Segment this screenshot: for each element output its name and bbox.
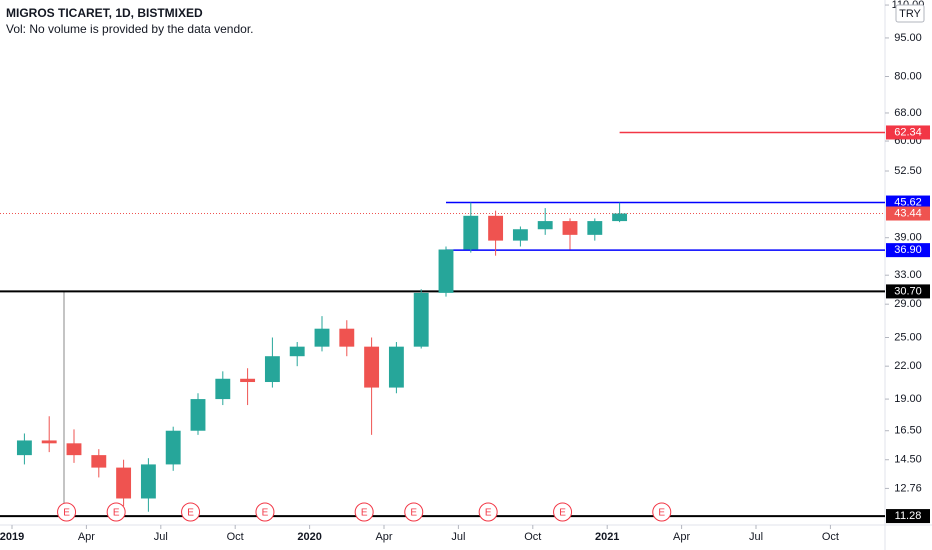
earnings-label: E <box>361 508 368 519</box>
candle-body <box>587 221 603 235</box>
earnings-marker <box>255 502 275 522</box>
level-label: 11.28 <box>895 510 922 522</box>
y-tick-label: 39.00 <box>894 232 922 244</box>
x-tick-label: 2020 <box>297 531 321 543</box>
candle-body <box>562 221 578 235</box>
earnings-label: E <box>187 508 194 519</box>
candle-body <box>289 346 305 357</box>
y-tick-label: 68.00 <box>894 107 922 119</box>
level-label-box <box>886 243 930 258</box>
x-tick-label: Oct <box>822 531 839 543</box>
candle-body <box>488 215 504 241</box>
candle-body <box>339 328 355 347</box>
x-tick-label: 2021 <box>595 531 619 543</box>
candle-body <box>66 443 82 456</box>
candle-body <box>140 464 156 499</box>
candle-body <box>41 440 57 444</box>
x-tick-label: Oct <box>524 531 541 543</box>
x-tick-label: Jul <box>154 531 168 543</box>
y-tick-label: 33.00 <box>894 269 922 281</box>
x-tick-label: Apr <box>375 531 392 543</box>
candle-body <box>91 455 107 468</box>
candle-body <box>463 215 479 250</box>
candle-body <box>512 229 528 241</box>
y-tick-label: 14.50 <box>894 454 922 466</box>
earnings-label: E <box>113 508 120 519</box>
x-tick-label: 2019 <box>0 531 24 543</box>
level-label: 30.70 <box>894 285 922 297</box>
level-label-box <box>886 125 930 140</box>
earnings-marker <box>553 502 573 522</box>
level-label-box <box>886 195 930 210</box>
candle-body <box>413 292 429 347</box>
y-tick-label: 16.50 <box>894 425 922 437</box>
x-tick-label: Apr <box>673 531 690 543</box>
candle-body <box>364 346 380 388</box>
earnings-label: E <box>485 508 492 519</box>
y-tick-label: 22.00 <box>894 360 922 372</box>
earnings-marker <box>478 502 498 522</box>
earnings-label: E <box>559 508 566 519</box>
candle-body <box>264 356 280 383</box>
earnings-marker <box>404 502 424 522</box>
y-tick-label: 29.00 <box>894 298 922 310</box>
candle-body <box>190 399 206 431</box>
level-label-box <box>886 509 930 524</box>
level-label: 36.90 <box>894 244 922 256</box>
earnings-label: E <box>63 508 70 519</box>
candle-body <box>16 440 32 456</box>
candle-body <box>165 430 181 465</box>
level-label: 43.44 <box>894 207 922 219</box>
y-tick-label: 12.76 <box>894 482 922 494</box>
y-tick-label: 95.00 <box>894 32 922 44</box>
candle-body <box>215 378 231 400</box>
x-tick-label: Oct <box>227 531 244 543</box>
level-label-box <box>886 206 930 221</box>
x-tick-label: Jul <box>749 531 763 543</box>
earnings-label: E <box>410 508 417 519</box>
x-tick-label: Apr <box>78 531 95 543</box>
level-label: 45.62 <box>894 196 922 208</box>
earnings-label: E <box>658 508 665 519</box>
earnings-marker <box>181 502 201 522</box>
earnings-marker <box>57 502 77 522</box>
y-tick-label: 25.00 <box>894 331 922 343</box>
y-tick-label: 52.50 <box>894 165 922 177</box>
candle-body <box>116 467 132 499</box>
candle-body <box>438 249 454 293</box>
candle-body <box>314 328 330 347</box>
candle-body <box>612 213 628 222</box>
y-tick-label: 19.00 <box>894 393 922 405</box>
chart-subtitle: Vol: No volume is provided by the data v… <box>6 22 253 36</box>
y-tick-label: 80.00 <box>894 70 922 82</box>
level-label: 62.34 <box>894 126 922 138</box>
earnings-label: E <box>262 508 269 519</box>
earnings-marker <box>354 502 374 522</box>
candle-body <box>240 378 256 383</box>
earnings-marker <box>652 502 672 522</box>
earnings-marker <box>106 502 126 522</box>
level-label-box <box>886 284 930 299</box>
x-tick-label: Jul <box>451 531 465 543</box>
currency-label: TRY <box>899 8 921 20</box>
currency-box <box>895 4 925 23</box>
candle-body <box>537 221 553 230</box>
chart-title: MIGROS TICARET, 1D, BISTMIXED <box>6 6 203 20</box>
candle-body <box>388 346 404 388</box>
